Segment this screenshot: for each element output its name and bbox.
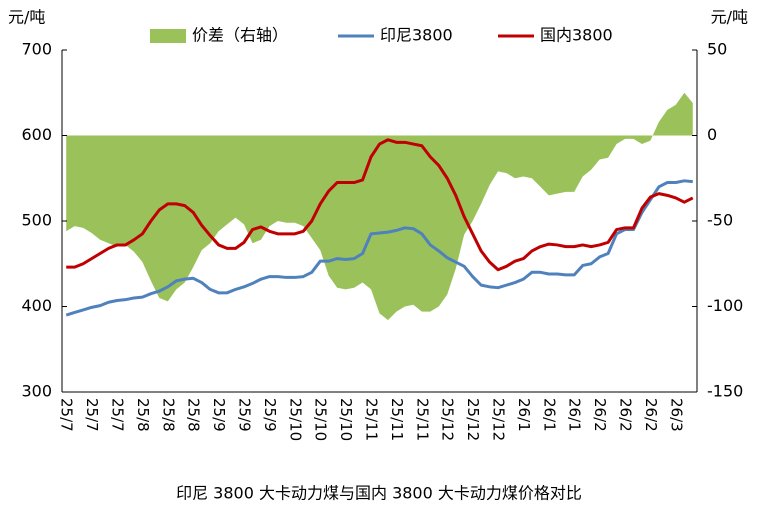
x-tick-label: 25/12 [439, 398, 457, 441]
x-tick-label: 25/10 [286, 398, 304, 441]
y-axis-unit: 元/吨 [8, 8, 45, 27]
x-tick-label: 25/8 [134, 398, 152, 432]
y2-tick-label: -50 [707, 211, 733, 230]
chart-title: 印尼 3800 大卡动力煤与国内 3800 大卡动力煤价格对比 [176, 484, 582, 503]
x-tick-label: 26/2 [591, 398, 609, 432]
x-tick-label: 25/7 [83, 398, 101, 432]
x-tick-label: 26/3 [667, 398, 685, 432]
legend-label: 价差（右轴） [192, 26, 288, 45]
legend-label: 印尼3800 [380, 26, 453, 45]
x-tick-label: 25/9 [261, 398, 279, 432]
x-tick-label: 25/11 [413, 398, 431, 441]
y-tick-label: 700 [21, 40, 52, 59]
y2-axis-unit: 元/吨 [711, 8, 748, 27]
x-tick-label: 25/10 [337, 398, 355, 441]
y-tick-label: 600 [21, 125, 52, 144]
x-tick-label: 26/2 [642, 398, 660, 432]
plot-area [65, 92, 694, 321]
price-line [65, 179, 693, 317]
price-line [66, 138, 694, 272]
x-tick-label: 26/1 [540, 398, 558, 432]
x-tick-label: 25/11 [388, 398, 406, 441]
x-tick-label: 25/7 [109, 398, 127, 432]
x-tick-label: 25/12 [464, 398, 482, 441]
x-tick-label: 25/7 [58, 398, 76, 432]
y2-tick-label: 50 [707, 40, 727, 59]
y-tick-label: 500 [21, 211, 52, 230]
y2-tick-label: -100 [707, 296, 743, 315]
spread-area [66, 92, 693, 321]
y-tick-label: 400 [21, 296, 52, 315]
x-tick-label: 26/1 [566, 398, 584, 432]
x-tick-label: 25/8 [185, 398, 203, 432]
x-tick-label: 25/12 [490, 398, 508, 441]
x-tick-label: 25/9 [236, 398, 254, 432]
y-tick-label: 300 [21, 382, 52, 401]
y2-tick-label: -150 [707, 382, 743, 401]
x-tick-label: 26/2 [617, 398, 635, 432]
x-tick-label: 25/9 [210, 398, 228, 432]
x-tick-label: 25/10 [312, 398, 330, 441]
legend: 价差（右轴） 印尼3800 国内3800 [150, 26, 613, 45]
x-tick-label: 25/8 [159, 398, 177, 432]
x-tick-label: 25/11 [363, 398, 381, 441]
legend-label: 国内3800 [540, 26, 613, 45]
x-tick-label: 26/1 [515, 398, 533, 432]
legend-swatch [150, 29, 186, 43]
y2-tick-label: 0 [707, 125, 717, 144]
